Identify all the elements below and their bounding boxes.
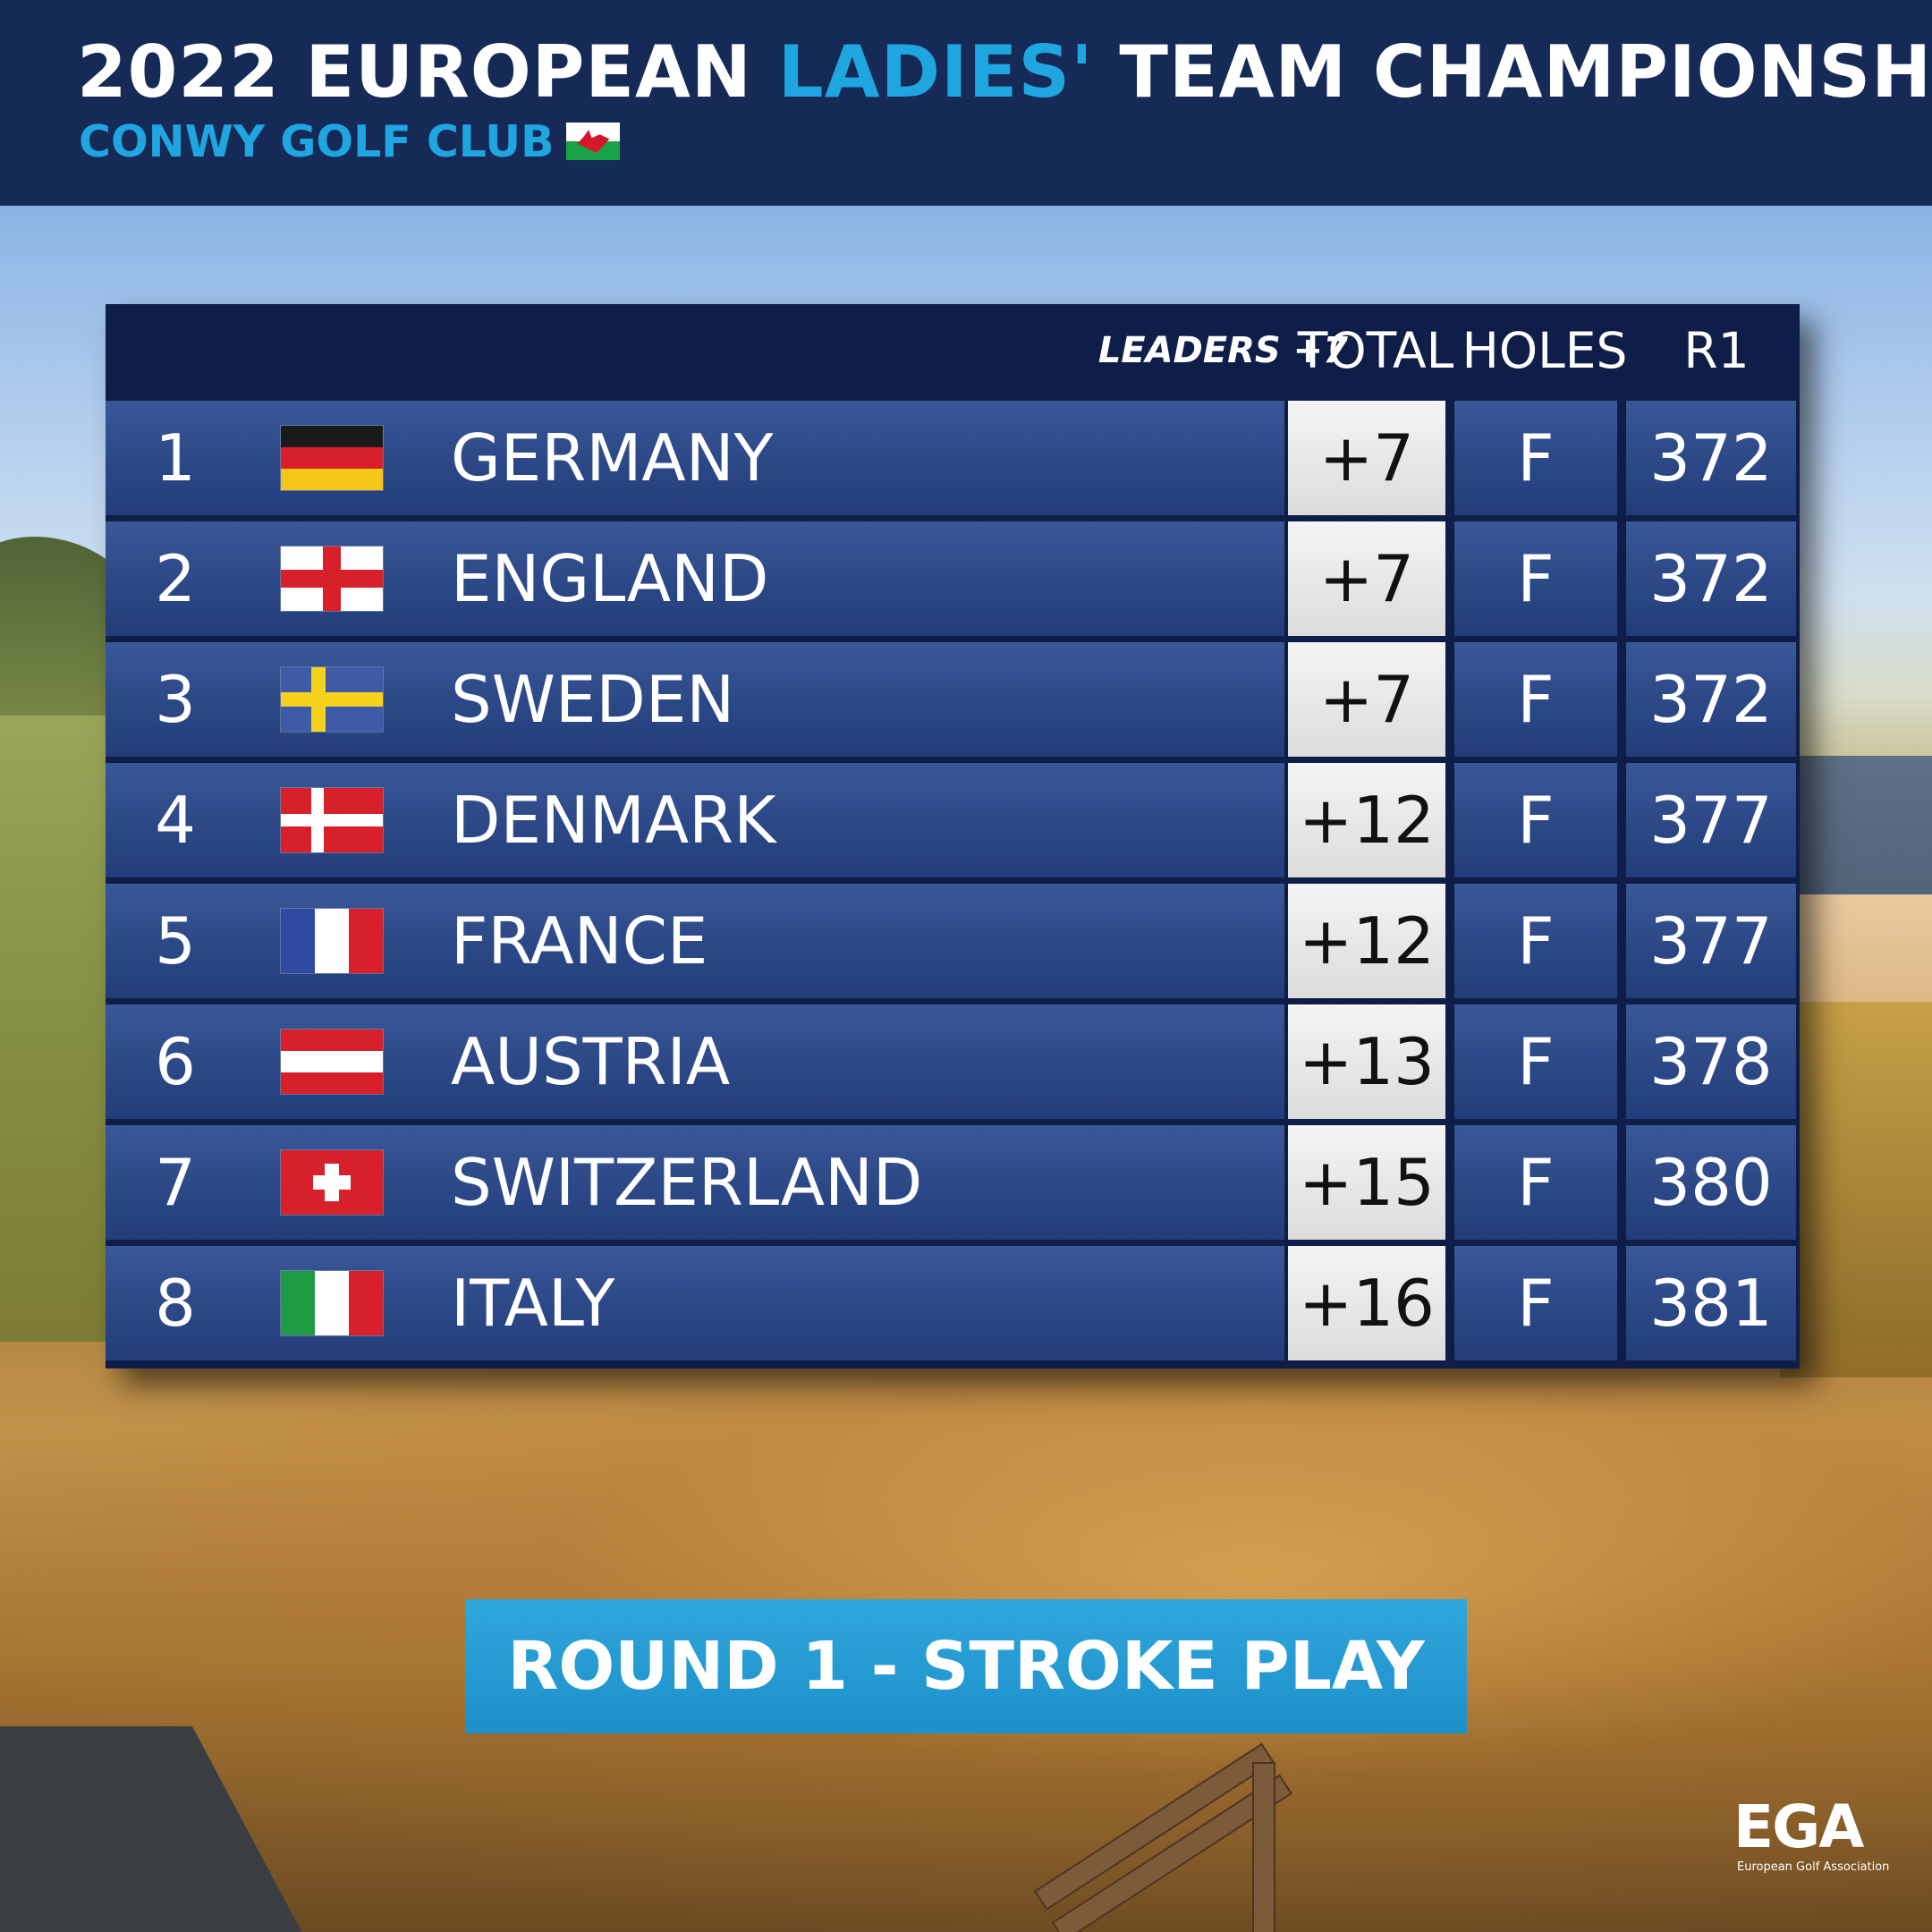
france-flag-icon [281,909,383,973]
country-name: FRANCE [451,903,708,979]
italy-flag-icon [281,1271,383,1335]
total-score: +12 [1288,763,1445,877]
title-part-2: TEAM CHAMPIONSHIP [1093,30,1932,114]
holes-status: F [1454,401,1617,515]
round-1-score: 372 [1626,521,1796,636]
total-score: +7 [1288,401,1445,515]
country-name: ENGLAND [451,541,769,616]
subtitle-text: CONWY GOLF CLUB [79,116,555,167]
page-subtitle: CONWY GOLF CLUB [79,116,621,167]
leaderboard-row: 1 GERMANY +7 F 372 [106,401,1800,515]
round-1-score: 372 [1626,401,1796,515]
holes-status: F [1454,763,1617,877]
holes-status: F [1454,521,1617,636]
column-header-r1: R1 [1683,322,1750,379]
leaderboard-row: 3 SWEDEN +7 F 372 [106,642,1800,757]
ega-logo-mark: EGA [1733,1792,1864,1861]
leaderboard-row: 8 ITALY +16 F 381 [106,1246,1800,1360]
country-name: SWEDEN [451,662,735,737]
country-name: DENMARK [451,783,776,858]
holes-status: F [1454,642,1617,757]
holes-status: F [1454,1125,1617,1240]
sweden-flag-icon [281,667,383,732]
england-flag-icon [281,547,383,611]
leaders-label: LEADERS +7 [1097,330,1348,371]
switzerland-flag-icon [281,1150,383,1215]
round-1-score: 380 [1626,1125,1796,1240]
total-score: +13 [1288,1004,1445,1119]
total-score: +7 [1288,521,1445,636]
country-name: SWITZERLAND [451,1145,923,1220]
wales-flag-icon [566,123,621,160]
title-accent: LADIES' [777,30,1094,114]
title-part-1: 2022 EUROPEAN [77,30,778,114]
total-score: +15 [1288,1125,1445,1240]
position: 2 [155,541,196,616]
holes-status: F [1454,1004,1617,1119]
country-name: AUSTRIA [451,1024,731,1099]
ega-logo-subtitle: European Golf Association [1737,1860,1890,1874]
country-name: ITALY [451,1266,615,1341]
total-score: +7 [1288,642,1445,757]
country-name: GERMANY [451,420,774,496]
holes-status: F [1454,884,1617,998]
total-score: +12 [1288,884,1445,998]
position: 6 [155,1024,196,1099]
total-score: +16 [1288,1246,1445,1360]
round-banner: ROUND 1 - STROKE PLAY [465,1599,1467,1733]
position: 3 [155,662,196,737]
germany-flag-icon [281,426,383,490]
leaderboard-row: 7 SWITZERLAND +15 F 380 [106,1125,1800,1240]
position: 7 [155,1145,196,1220]
leaderboard-row: 4 DENMARK +12 F 377 [106,763,1800,877]
leaderboard-row: 5 FRANCE +12 F 377 [106,884,1800,998]
leaderboard-row: 2 ENGLAND +7 F 372 [106,521,1800,636]
position: 8 [155,1266,196,1341]
column-header-total: TOTAL [1297,322,1454,379]
header-bar: 2022 EUROPEAN LADIES' TEAM CHAMPIONSHIP … [0,0,1932,206]
column-header-holes: HOLES [1462,322,1628,379]
leaderboard-header: LEADERS +7 TOTAL HOLES R1 [106,304,1800,399]
page-title: 2022 EUROPEAN LADIES' TEAM CHAMPIONSHIP [77,30,1932,114]
dune-scenery [1780,1002,1932,1377]
position: 5 [155,903,196,979]
ega-logo: EGA European Golf Association [1733,1792,1889,1878]
round-1-score: 378 [1626,1004,1796,1119]
round-1-score: 377 [1626,763,1796,877]
position: 4 [155,783,196,858]
austria-flag-icon [281,1030,383,1094]
leaderboard-row: 6 AUSTRIA +13 F 378 [106,1004,1800,1119]
denmark-flag-icon [281,788,383,852]
position: 1 [155,420,196,496]
round-1-score: 381 [1626,1246,1796,1360]
bench-scenery [1033,1742,1351,1932]
round-1-score: 372 [1626,642,1796,757]
leaderboard: LEADERS +7 TOTAL HOLES R1 1 GERMANY +7 F… [106,304,1800,1368]
holes-status: F [1454,1246,1617,1360]
round-1-score: 377 [1626,884,1796,998]
